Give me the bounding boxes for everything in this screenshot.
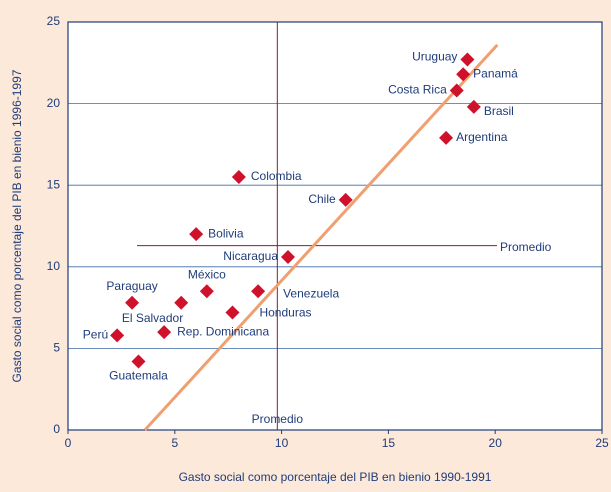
plot-border [67, 21, 603, 431]
point-label: México [188, 267, 226, 281]
y-tick-label: 0 [53, 422, 60, 436]
mean-label: Promedio [500, 240, 552, 254]
point [439, 130, 454, 145]
point [110, 328, 125, 343]
point [456, 67, 471, 82]
point [231, 170, 246, 185]
point [281, 250, 296, 265]
point [338, 192, 353, 207]
point [157, 325, 172, 340]
x-tick-label: 0 [65, 436, 72, 450]
trend-line [143, 43, 499, 432]
point-label: Venezuela [283, 286, 339, 300]
point [251, 284, 266, 299]
y-axis-label: Gasto social como porcentaje del PIB en … [10, 69, 24, 382]
point-label: Honduras [259, 306, 311, 320]
point [189, 227, 204, 242]
point-label: Guatemala [109, 369, 168, 383]
point [225, 305, 240, 320]
plot-area [68, 22, 602, 430]
y-tick-label: 10 [47, 259, 61, 273]
x-tick-label: 25 [595, 436, 609, 450]
point [131, 354, 146, 369]
point-label: Panamá [473, 66, 518, 80]
x-tick-label: 10 [275, 436, 289, 450]
point-label: Bolivia [208, 226, 244, 240]
y-tick-label: 15 [47, 177, 61, 191]
point-label: Costa Rica [388, 83, 447, 97]
point [466, 99, 481, 114]
y-tick-label: 20 [47, 96, 61, 110]
point [125, 295, 140, 310]
point-label: Uruguay [412, 50, 457, 64]
point-label: El Salvador [122, 311, 183, 325]
point-label: Brasil [484, 104, 514, 118]
point-label: Colombia [251, 169, 302, 183]
point [199, 284, 214, 299]
point-label: Paraguay [106, 279, 157, 293]
x-tick-label: 5 [171, 436, 178, 450]
point-label: Argentina [456, 130, 508, 144]
point-label: Nicaragua [223, 249, 278, 263]
x-axis-label: Gasto social como porcentaje del PIB en … [179, 470, 492, 484]
x-tick-label: 20 [489, 436, 503, 450]
mean-label: Promedio [252, 412, 304, 426]
point-label: Rep. Dominicana [177, 324, 269, 338]
point [174, 295, 189, 310]
y-tick-label: 25 [47, 14, 61, 28]
point [460, 52, 475, 67]
point-label: Chile [308, 192, 336, 206]
point [449, 83, 464, 98]
y-tick-label: 5 [53, 341, 60, 355]
x-tick-label: 15 [382, 436, 396, 450]
point-label: Perú [83, 328, 108, 342]
